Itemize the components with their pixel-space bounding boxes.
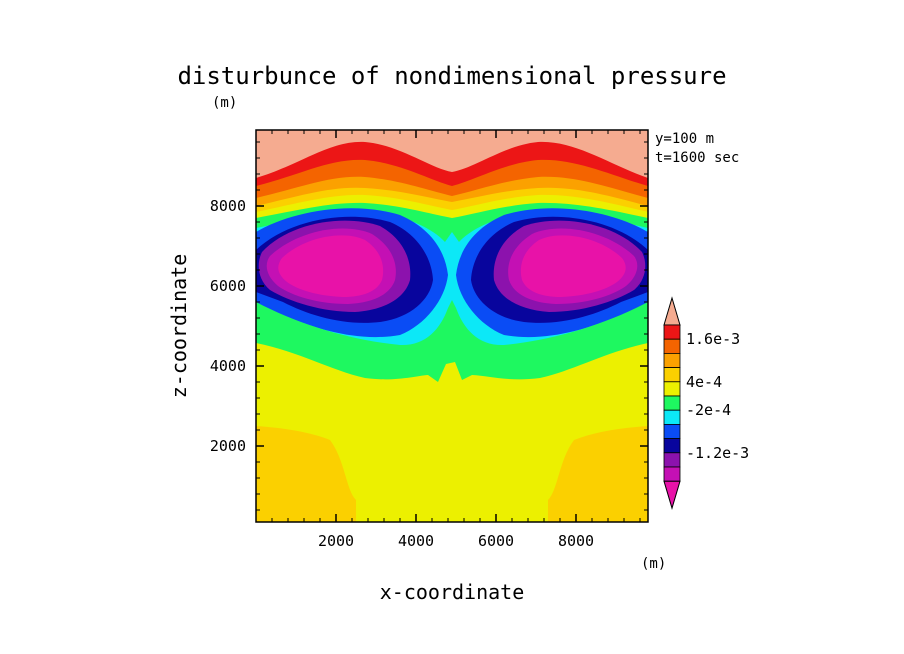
colorbar-swatch: [663, 352, 681, 368]
colorbar-label: -2e-4: [686, 401, 731, 419]
colorbar-label: -1.2e-3: [686, 444, 749, 462]
x-axis-ticks: 2000 4000 6000 8000: [318, 130, 594, 550]
minor-ticks: [256, 130, 648, 522]
y-tick-label: 8000: [210, 197, 246, 215]
chart-title: disturbunce of nondimensional pressure: [177, 62, 726, 90]
x-tick-label: 8000: [558, 532, 594, 550]
colorbar-bottom-arrow: [663, 480, 681, 510]
colorbar-swatch: [663, 438, 681, 454]
colorbar-swatch: [663, 452, 681, 468]
x-tick-label: 2000: [318, 532, 354, 550]
annotation-y: y=100 m: [655, 131, 714, 147]
colorbar-label: 1.6e-3: [686, 330, 740, 348]
right-lobe-magenta: [520, 235, 626, 297]
colorbar: 1.6e-3 4e-4 -2e-4 -1.2e-3: [663, 296, 749, 510]
colorbar-swatch: [663, 395, 681, 411]
band-yellow-lower: [256, 343, 648, 522]
colorbar-swatch: [663, 338, 681, 354]
annotation-t: t=1600 sec: [655, 150, 739, 166]
x-tick-label: 6000: [478, 532, 514, 550]
contour-field: [256, 130, 648, 522]
left-lobe-magenta: [278, 235, 384, 297]
x-axis-label: x-coordinate: [380, 580, 525, 604]
colorbar-swatch: [663, 381, 681, 397]
x-tick-label: 4000: [398, 532, 434, 550]
y-axis-label: z-coordinate: [167, 254, 191, 399]
colorbar-swatch: [663, 324, 681, 340]
colorbar-swatch: [663, 466, 681, 482]
y-axis-ticks: 2000 4000 6000 8000: [210, 197, 648, 455]
plot-frame: [255, 129, 649, 523]
colorbar-top-arrow: [663, 296, 681, 326]
y-tick-label: 6000: [210, 277, 246, 295]
colorbar-swatch: [663, 367, 681, 383]
colorbar-swatch: [663, 409, 681, 425]
colorbar-swatch: [663, 423, 681, 439]
colorbar-label: 4e-4: [686, 373, 722, 391]
y-tick-label: 4000: [210, 357, 246, 375]
y-tick-label: 2000: [210, 437, 246, 455]
top-unit-label: (m): [212, 95, 237, 111]
band-gold-right: [548, 426, 648, 522]
colorbar-unit: (m): [641, 556, 666, 572]
band-gold-left: [256, 426, 356, 522]
